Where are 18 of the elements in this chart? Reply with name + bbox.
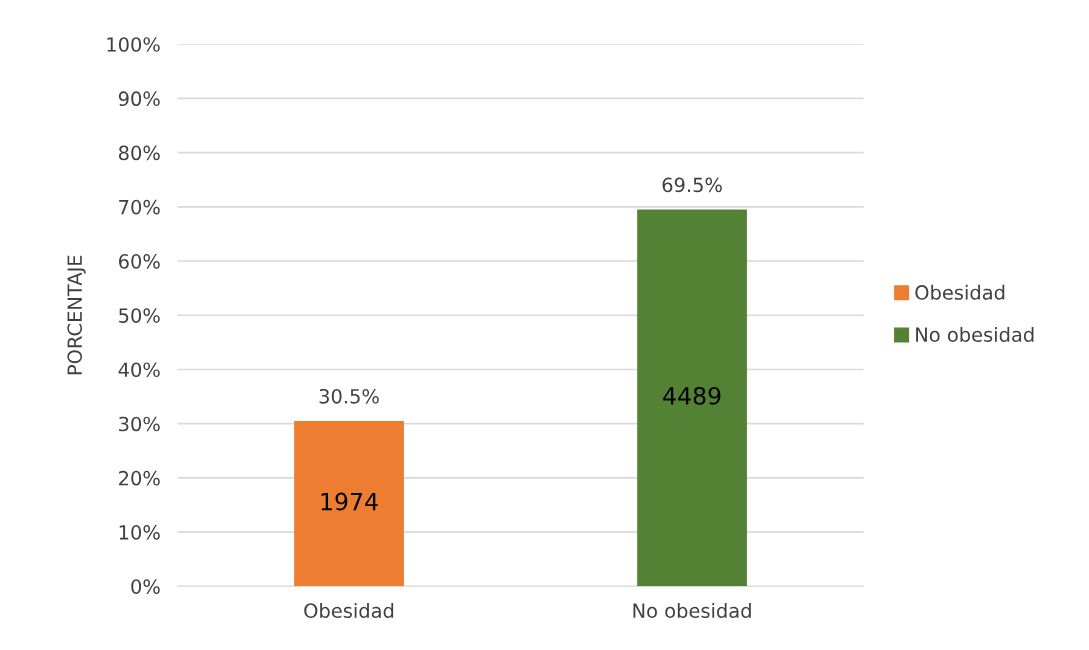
data-label: 30.5% [319, 388, 379, 404]
y-tick-label: 30% [119, 416, 160, 432]
y-tick-label: 10% [119, 525, 160, 540]
annotation: 1974 [321, 492, 378, 511]
data-label: 69.5% [662, 177, 722, 193]
y-tick-label: 0% [131, 579, 160, 594]
y-tick-label: 50% [119, 308, 160, 323]
legend-label: Obesidad [915, 284, 1005, 300]
y-tick-label: 70% [119, 199, 160, 215]
y-tick-label: 100% [107, 37, 160, 52]
y-tick-label: 60% [118, 254, 160, 269]
legend-label: No obesidad [916, 326, 1034, 342]
y-tick-label: 40% [118, 362, 160, 378]
y-tick-label: 20% [119, 470, 160, 486]
y-axis-title: PORCENTAJE [67, 255, 86, 375]
annotation: 4489 [663, 386, 721, 405]
y-tick-label: 80% [118, 145, 160, 161]
y-tick-label: 90% [118, 91, 160, 107]
